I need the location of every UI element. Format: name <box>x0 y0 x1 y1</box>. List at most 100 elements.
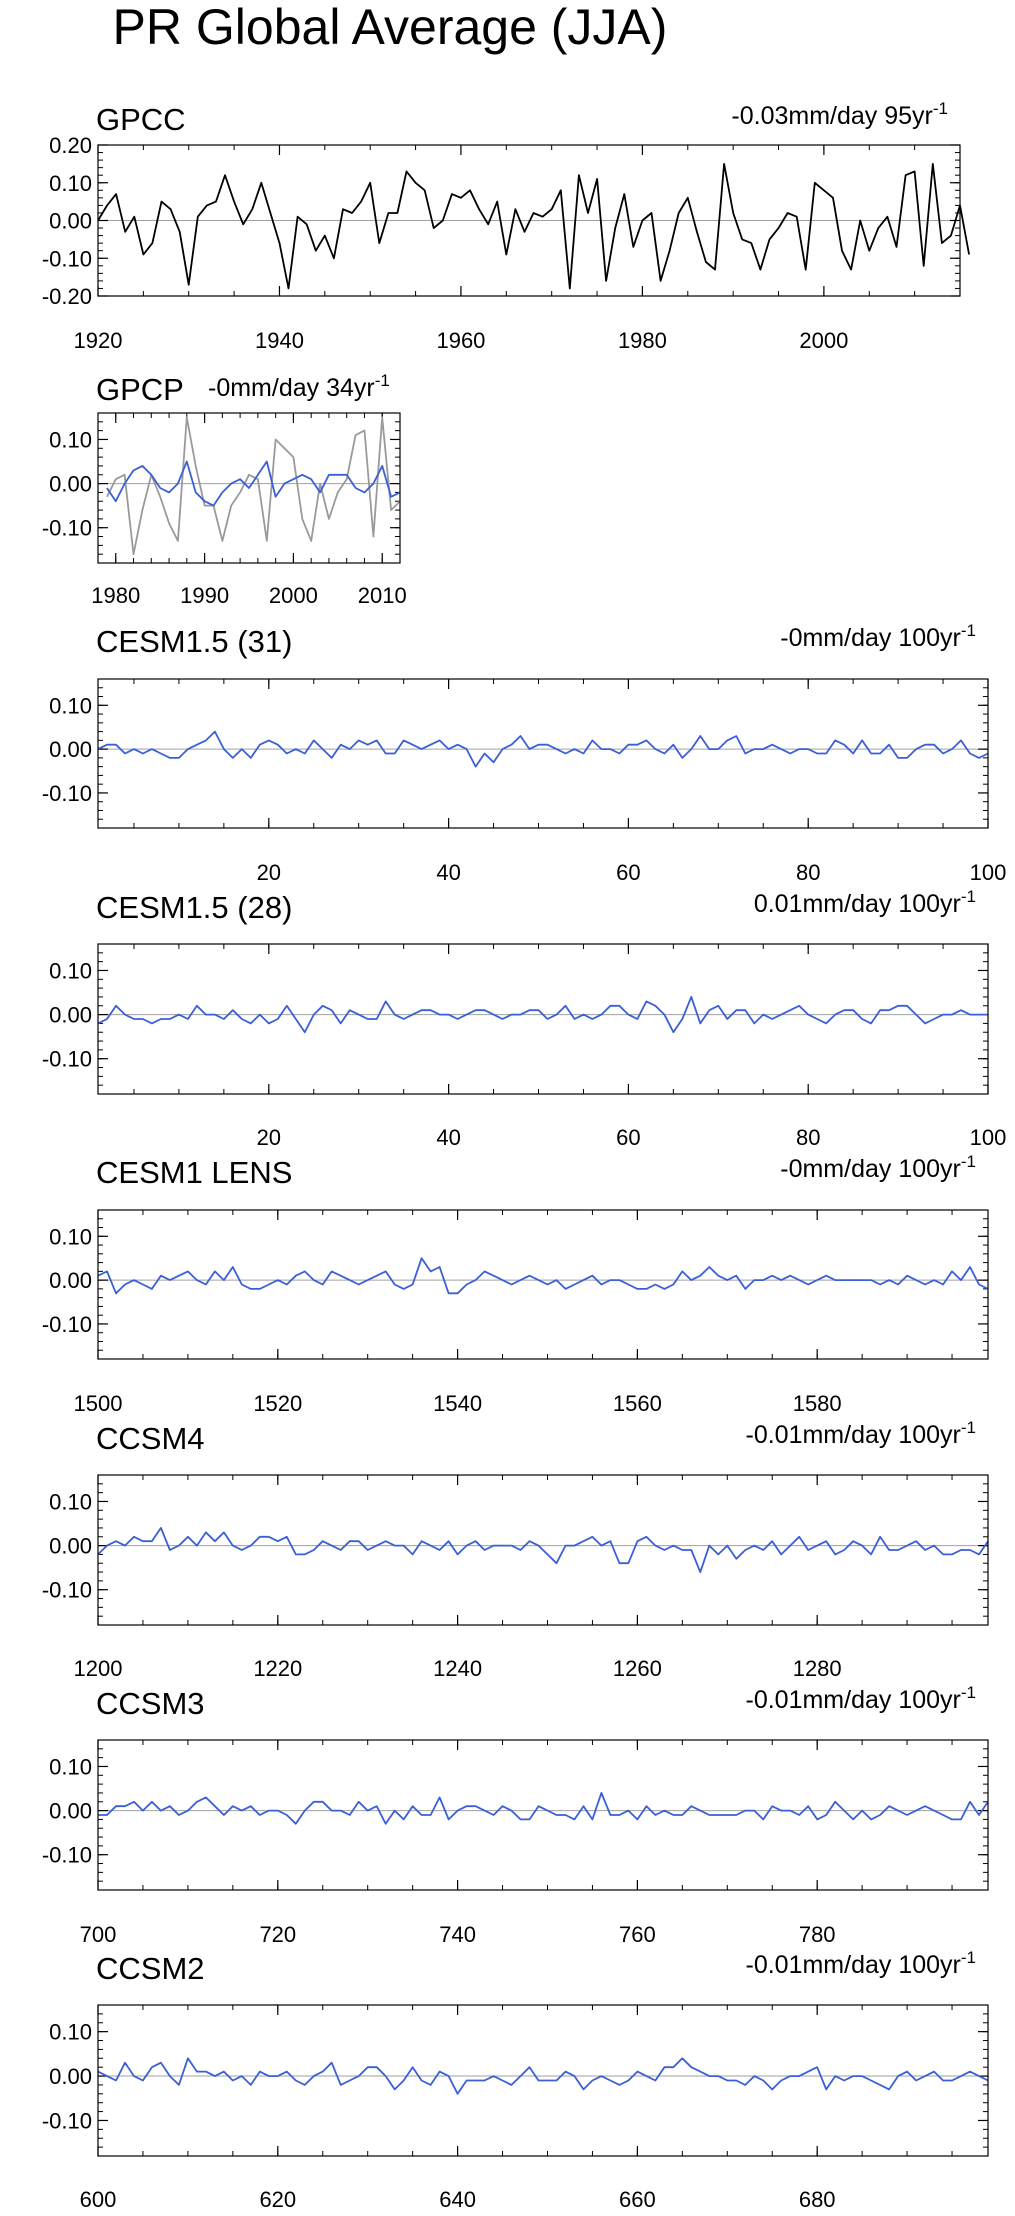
panel-title: GPCC <box>96 102 186 137</box>
series-line <box>97 996 988 1034</box>
series-line <box>106 416 401 556</box>
trend-label: 0.01mm/day 100yr-1 <box>754 887 976 918</box>
panel-title: CESM1 LENS <box>96 1155 292 1190</box>
x-tick-label: 1540 <box>433 1391 482 1416</box>
x-tick-label: 100 <box>970 1125 1007 1150</box>
y-tick-label: -0.10 <box>42 2108 92 2133</box>
x-tick-label: 1200 <box>74 1656 123 1681</box>
y-tick-label: -0.10 <box>42 246 92 271</box>
panel-title: CESM1.5 (31) <box>96 624 292 659</box>
y-tick-label: -0.10 <box>42 516 92 541</box>
x-tick-label: 20 <box>257 860 281 885</box>
x-tick-label: 780 <box>799 1922 836 1947</box>
plot-frame <box>97 2004 989 2157</box>
y-tick-label: 0.00 <box>49 1534 92 1559</box>
trend-superscript: -1 <box>961 887 976 906</box>
panel-ccsm3: 0.10 0.00 -0.10 700 720 740 760 780 CCSM3 -0.01mm… <box>42 1683 989 1947</box>
trend-superscript: -1 <box>961 1152 976 1171</box>
y-tick-label: 0.10 <box>49 1754 92 1779</box>
trend-superscript: -1 <box>961 621 976 640</box>
x-tick-label: 1580 <box>793 1391 842 1416</box>
x-tick-label: 1940 <box>255 328 304 353</box>
x-tick-label: 80 <box>796 1125 820 1150</box>
x-tick-label: 2010 <box>358 583 407 608</box>
y-tick-label: 0.10 <box>49 2020 92 2045</box>
trend-label: -0mm/day 100yr-1 <box>780 621 976 652</box>
x-tick-label: 740 <box>439 1922 476 1947</box>
x-tick-label: 1980 <box>91 583 140 608</box>
trend-superscript: -1 <box>375 371 390 390</box>
x-tick-label: 40 <box>436 1125 460 1150</box>
x-tick-label: 1960 <box>436 328 485 353</box>
y-tick-label: 0.10 <box>49 693 92 718</box>
y-tick-label: 0.00 <box>49 209 92 234</box>
plot-frame <box>97 412 401 564</box>
y-tick-label: 0.10 <box>49 171 92 196</box>
plot-frame <box>97 1209 989 1360</box>
panel-cesm1-lens: 0.10 0.00 -0.10 1500 1520 1540 1560 1580 CESM1 L… <box>42 1152 989 1416</box>
panel-gpcc: 0.20 0.10 0.00 -0.10 -0.20 1920 1940 1960 1980 20… <box>42 99 970 353</box>
x-tick-label: 80 <box>796 860 820 885</box>
y-tick-label: -0.10 <box>42 1047 92 1072</box>
panel-title: CCSM2 <box>96 1951 205 1986</box>
panel-title: CESM1.5 (28) <box>96 890 292 925</box>
trend-label: -0.01mm/day 100yr-1 <box>746 1948 977 1979</box>
series-line <box>106 460 401 507</box>
series-line <box>97 2057 989 2095</box>
y-tick-label: -0.10 <box>42 1312 92 1337</box>
trend-label: -0.01mm/day 100yr-1 <box>746 1683 977 1714</box>
y-tick-label: 0.00 <box>49 472 92 497</box>
y-tick-label: 0.00 <box>49 2064 92 2089</box>
x-tick-label: 1980 <box>618 328 667 353</box>
y-tick-label: -0.10 <box>42 1578 92 1603</box>
x-tick-label: 1500 <box>74 1391 123 1416</box>
y-tick-label: 0.20 <box>49 133 92 158</box>
x-tick-label: 700 <box>80 1922 117 1947</box>
trend-superscript: -1 <box>961 1418 976 1437</box>
x-tick-label: 1560 <box>613 1391 662 1416</box>
figure-title: PR Global Average (JJA) <box>113 0 668 55</box>
panel-cesm1-5-31: 0.10 0.00 -0.10 20 40 60 80 100 CESM1.5 (31) -0mm… <box>42 621 1007 885</box>
x-tick-label: 720 <box>259 1922 296 1947</box>
trend-label: -0.03mm/day 95yr-1 <box>731 99 948 130</box>
plot-frame <box>97 678 989 829</box>
x-tick-label: 40 <box>436 860 460 885</box>
y-tick-label: 0.00 <box>49 1003 92 1028</box>
series-line <box>97 1257 989 1295</box>
x-tick-label: 620 <box>259 2187 296 2212</box>
x-tick-label: 1990 <box>180 583 229 608</box>
x-tick-label: 100 <box>970 860 1007 885</box>
panel-ccsm4: 0.10 0.00 -0.10 1200 1220 1240 1260 1280 CCSM4 -0… <box>42 1418 989 1681</box>
x-tick-label: 1240 <box>433 1656 482 1681</box>
series-line <box>97 730 989 768</box>
series-line <box>98 1792 989 1825</box>
x-tick-label: 2000 <box>269 583 318 608</box>
x-tick-label: 640 <box>439 2187 476 2212</box>
panel-title: CCSM4 <box>96 1421 205 1456</box>
x-tick-label: 1280 <box>793 1656 842 1681</box>
x-tick-label: 660 <box>619 2187 656 2212</box>
x-tick-label: 60 <box>616 860 640 885</box>
x-tick-label: 1920 <box>74 328 123 353</box>
plot-frame <box>97 144 961 297</box>
trend-superscript: -1 <box>961 1683 976 1702</box>
x-tick-label: 760 <box>619 1922 656 1947</box>
trend-label: -0.01mm/day 100yr-1 <box>746 1418 977 1449</box>
y-tick-label: 0.00 <box>49 1799 92 1824</box>
x-tick-label: 680 <box>799 2187 836 2212</box>
y-tick-label: 0.10 <box>49 1224 92 1249</box>
y-tick-label: 0.00 <box>49 737 92 762</box>
series-line <box>97 1527 989 1573</box>
y-tick-label: -0.10 <box>42 1843 92 1868</box>
trend-label: -0mm/day 34yr-1 <box>208 371 390 402</box>
y-tick-label: -0.20 <box>42 284 92 309</box>
trend-superscript: -1 <box>933 99 948 118</box>
panel-title: GPCP <box>96 372 184 407</box>
x-tick-label: 1260 <box>613 1656 662 1681</box>
x-tick-label: 60 <box>616 1125 640 1150</box>
x-tick-label: 2000 <box>799 328 848 353</box>
plot-frame <box>97 1474 989 1626</box>
y-tick-label: 0.00 <box>49 1268 92 1293</box>
y-tick-label: 0.10 <box>49 1489 92 1514</box>
